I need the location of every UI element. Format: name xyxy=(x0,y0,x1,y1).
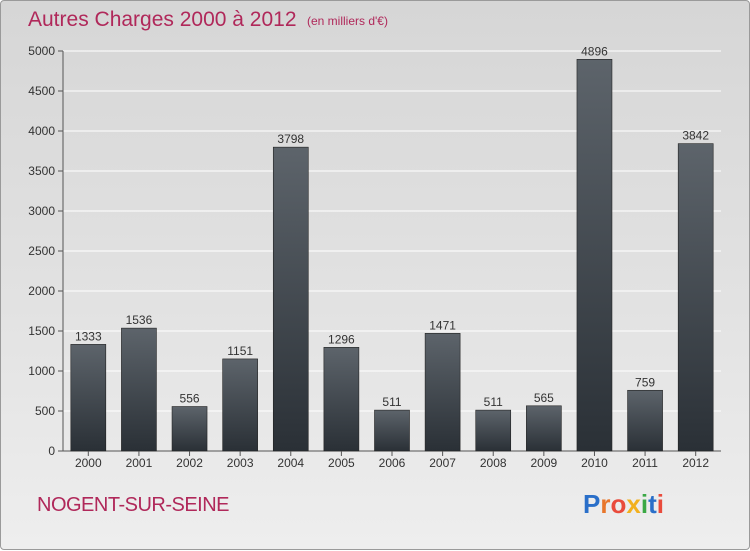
data-label: 511 xyxy=(382,395,401,409)
data-label: 1536 xyxy=(126,313,153,327)
bar xyxy=(222,358,258,452)
bar xyxy=(374,409,410,452)
data-label: 3798 xyxy=(277,132,304,146)
x-tick-label: 2010 xyxy=(581,456,608,470)
y-tick-label: 2500 xyxy=(28,244,55,258)
y-tick-label: 4000 xyxy=(28,124,55,138)
y-tick-label: 2000 xyxy=(28,284,55,298)
y-tick-label: 1000 xyxy=(28,364,55,378)
data-label: 1296 xyxy=(328,332,355,346)
x-tick-label: 2012 xyxy=(682,456,709,470)
y-tick-label: 1500 xyxy=(28,324,55,338)
data-label: 759 xyxy=(635,375,655,389)
bar xyxy=(70,344,107,452)
y-tick-label: 3000 xyxy=(28,204,55,218)
proxiti-logo: Proxiti xyxy=(583,489,664,520)
logo-letter: o xyxy=(610,489,627,519)
x-tick-label: 2003 xyxy=(227,456,254,470)
data-label: 3842 xyxy=(682,129,709,143)
logo-letter: P xyxy=(583,489,601,519)
bar xyxy=(323,347,360,452)
chart-subtitle: (en milliers d'€) xyxy=(307,14,388,28)
x-tick-label: 2009 xyxy=(530,456,557,470)
x-tick-label: 2002 xyxy=(176,456,203,470)
data-label: 1471 xyxy=(429,318,456,332)
data-label: 565 xyxy=(534,391,554,405)
bar xyxy=(121,327,157,452)
data-label: 1151 xyxy=(227,344,253,358)
x-tick-label: 2011 xyxy=(632,456,658,470)
logo-letter: t xyxy=(648,489,657,519)
y-tick-label: 5000 xyxy=(28,44,55,58)
y-tick-label: 500 xyxy=(35,404,55,418)
x-tick-label: 2004 xyxy=(277,456,304,470)
bar xyxy=(677,143,714,452)
commune-name: NOGENT-SUR-SEINE xyxy=(37,494,230,516)
bar xyxy=(272,146,309,452)
y-tick-label: 4500 xyxy=(28,84,55,98)
bar xyxy=(424,333,461,452)
bar xyxy=(576,59,613,452)
bar xyxy=(171,406,208,452)
bar xyxy=(627,389,663,452)
bar xyxy=(475,409,512,452)
bar xyxy=(526,405,562,452)
y-tick-label: 0 xyxy=(48,444,55,458)
x-tick-label: 2005 xyxy=(328,456,355,470)
data-label: 1333 xyxy=(75,329,102,343)
logo-letter: x xyxy=(626,489,641,519)
x-tick-label: 2000 xyxy=(75,456,102,470)
logo-letter: i xyxy=(640,489,649,519)
x-tick-label: 2001 xyxy=(126,456,153,470)
chart-title: Autres Charges 2000 à 2012 xyxy=(28,8,297,31)
x-tick-label: 2006 xyxy=(379,456,406,470)
logo-letter: i xyxy=(656,489,664,519)
y-tick-label: 3500 xyxy=(28,164,55,178)
data-label: 4896 xyxy=(581,44,608,58)
x-tick-label: 2008 xyxy=(480,456,507,470)
logo-letter: r xyxy=(600,489,611,519)
data-label: 556 xyxy=(180,392,200,406)
x-tick-label: 2007 xyxy=(429,456,456,470)
data-label: 511 xyxy=(484,395,503,409)
